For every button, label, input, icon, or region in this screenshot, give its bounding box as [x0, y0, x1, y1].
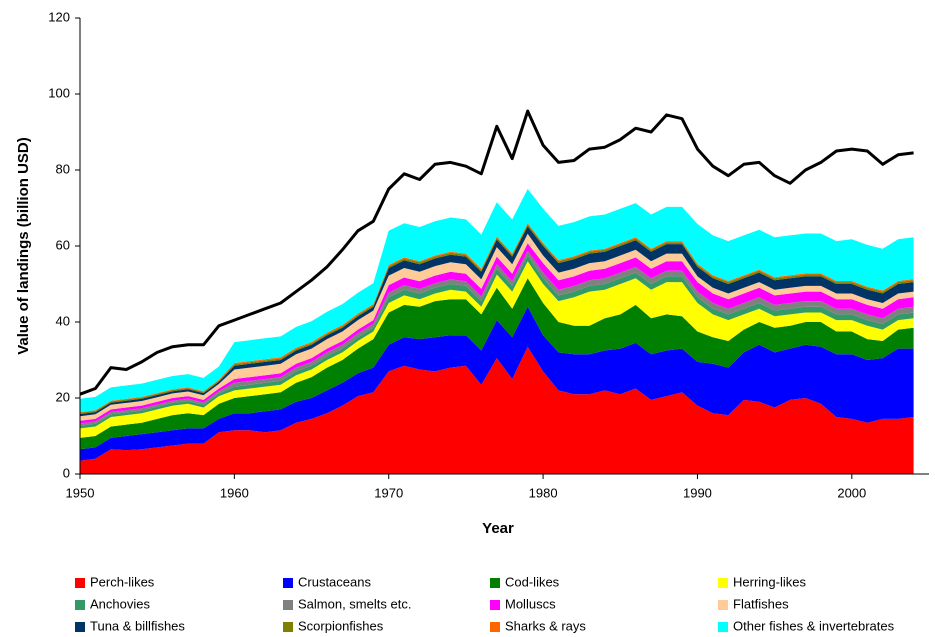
legend-swatch — [283, 622, 293, 632]
legend-label: Perch-likes — [90, 574, 155, 589]
legend-label: Anchovies — [90, 596, 150, 611]
y-tick-label: 80 — [56, 161, 70, 176]
y-tick-label: 0 — [63, 465, 70, 480]
x-tick-label: 1950 — [66, 485, 95, 500]
y-tick-label: 40 — [56, 313, 70, 328]
legend-label: Other fishes & invertebrates — [733, 618, 895, 633]
area — [80, 223, 914, 413]
area — [80, 224, 914, 414]
legend-label: Tuna & billfishes — [90, 618, 185, 633]
y-tick-label: 60 — [56, 237, 70, 252]
legend-swatch — [283, 578, 293, 588]
legend-label: Cod-likes — [505, 574, 560, 589]
legend-label: Salmon, smelts etc. — [298, 596, 411, 611]
area — [80, 243, 914, 424]
x-tick-label: 1960 — [220, 485, 249, 500]
legend-swatch — [718, 600, 728, 610]
legend-label: Crustaceans — [298, 574, 371, 589]
legend-swatch — [718, 578, 728, 588]
x-tick-label: 1970 — [374, 485, 403, 500]
legend-swatch — [75, 600, 85, 610]
y-tick-label: 20 — [56, 389, 70, 404]
total-line — [79, 109, 914, 396]
legend-swatch — [718, 622, 728, 632]
legend-swatch — [75, 578, 85, 588]
area — [80, 278, 914, 450]
legend-swatch — [75, 622, 85, 632]
legend-label: Sharks & rays — [505, 618, 586, 633]
x-tick-label: 2000 — [837, 485, 866, 500]
legend-swatch — [283, 600, 293, 610]
x-tick-label: 1980 — [529, 485, 558, 500]
x-axis-title: Year — [482, 520, 514, 537]
legend-label: Flatfishes — [733, 596, 789, 611]
area — [80, 189, 914, 413]
legend-label: Molluscs — [505, 596, 556, 611]
legend-swatch — [490, 578, 500, 588]
y-tick-label: 120 — [48, 9, 70, 24]
area — [80, 306, 914, 461]
area — [80, 226, 914, 417]
y-axis-title: Value of landings (billion USD) — [15, 137, 32, 355]
legend-swatch — [490, 622, 500, 632]
y-tick-label: 100 — [48, 85, 70, 100]
legend-label: Herring-likes — [733, 574, 806, 589]
legend-swatch — [490, 600, 500, 610]
plot-area — [80, 189, 914, 474]
x-tick-label: 1990 — [683, 485, 712, 500]
area — [80, 346, 914, 474]
legend-label: Scorpionfishes — [298, 618, 384, 633]
